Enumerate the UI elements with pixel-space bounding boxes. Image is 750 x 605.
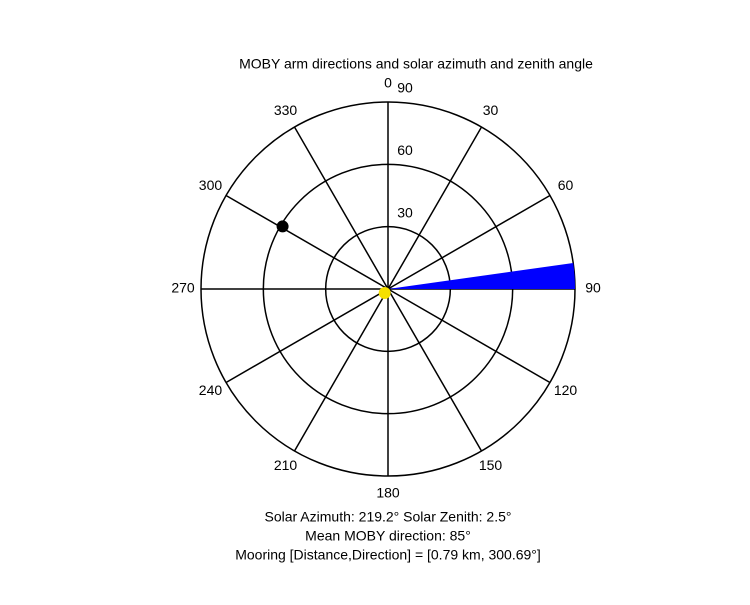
spoke [225,288,389,384]
annotation: Solar Azimuth: 219.2° Solar Zenith: 2.5° [265,509,512,525]
theta-tick-label: 30 [483,102,499,118]
point [378,287,391,300]
theta-tick-label: 270 [171,280,195,296]
theta-tick-label: 90 [585,280,601,296]
arm-wedge [388,262,575,289]
theta-tick-label: 210 [274,457,298,473]
spoke [293,126,389,290]
spoke [293,288,389,452]
annotation: Mean MOBY direction: 85° [305,528,471,544]
theta-tick-label: 120 [554,382,578,398]
r-tick-label: 60 [397,142,413,158]
theta-tick-label: 150 [479,457,503,473]
chart-title: MOBY arm directions and solar azimuth an… [239,56,593,72]
r-tick-label: 30 [397,204,413,220]
spoke [387,126,483,290]
theta-tick-label: 0 [384,75,392,91]
annotation: Mooring [Distance,Direction] = [0.79 km,… [235,547,541,563]
theta-tick-label: 300 [199,177,223,193]
spoke [387,288,551,384]
spoke [387,288,483,452]
r-tick-label: 90 [397,80,413,96]
spoke [387,194,551,290]
theta-tick-label: 60 [558,177,574,193]
theta-tick-label: 330 [274,102,298,118]
theta-tick-label: 240 [199,382,223,398]
theta-tick-label: 180 [376,485,400,501]
point [276,220,289,233]
spoke [225,194,389,290]
